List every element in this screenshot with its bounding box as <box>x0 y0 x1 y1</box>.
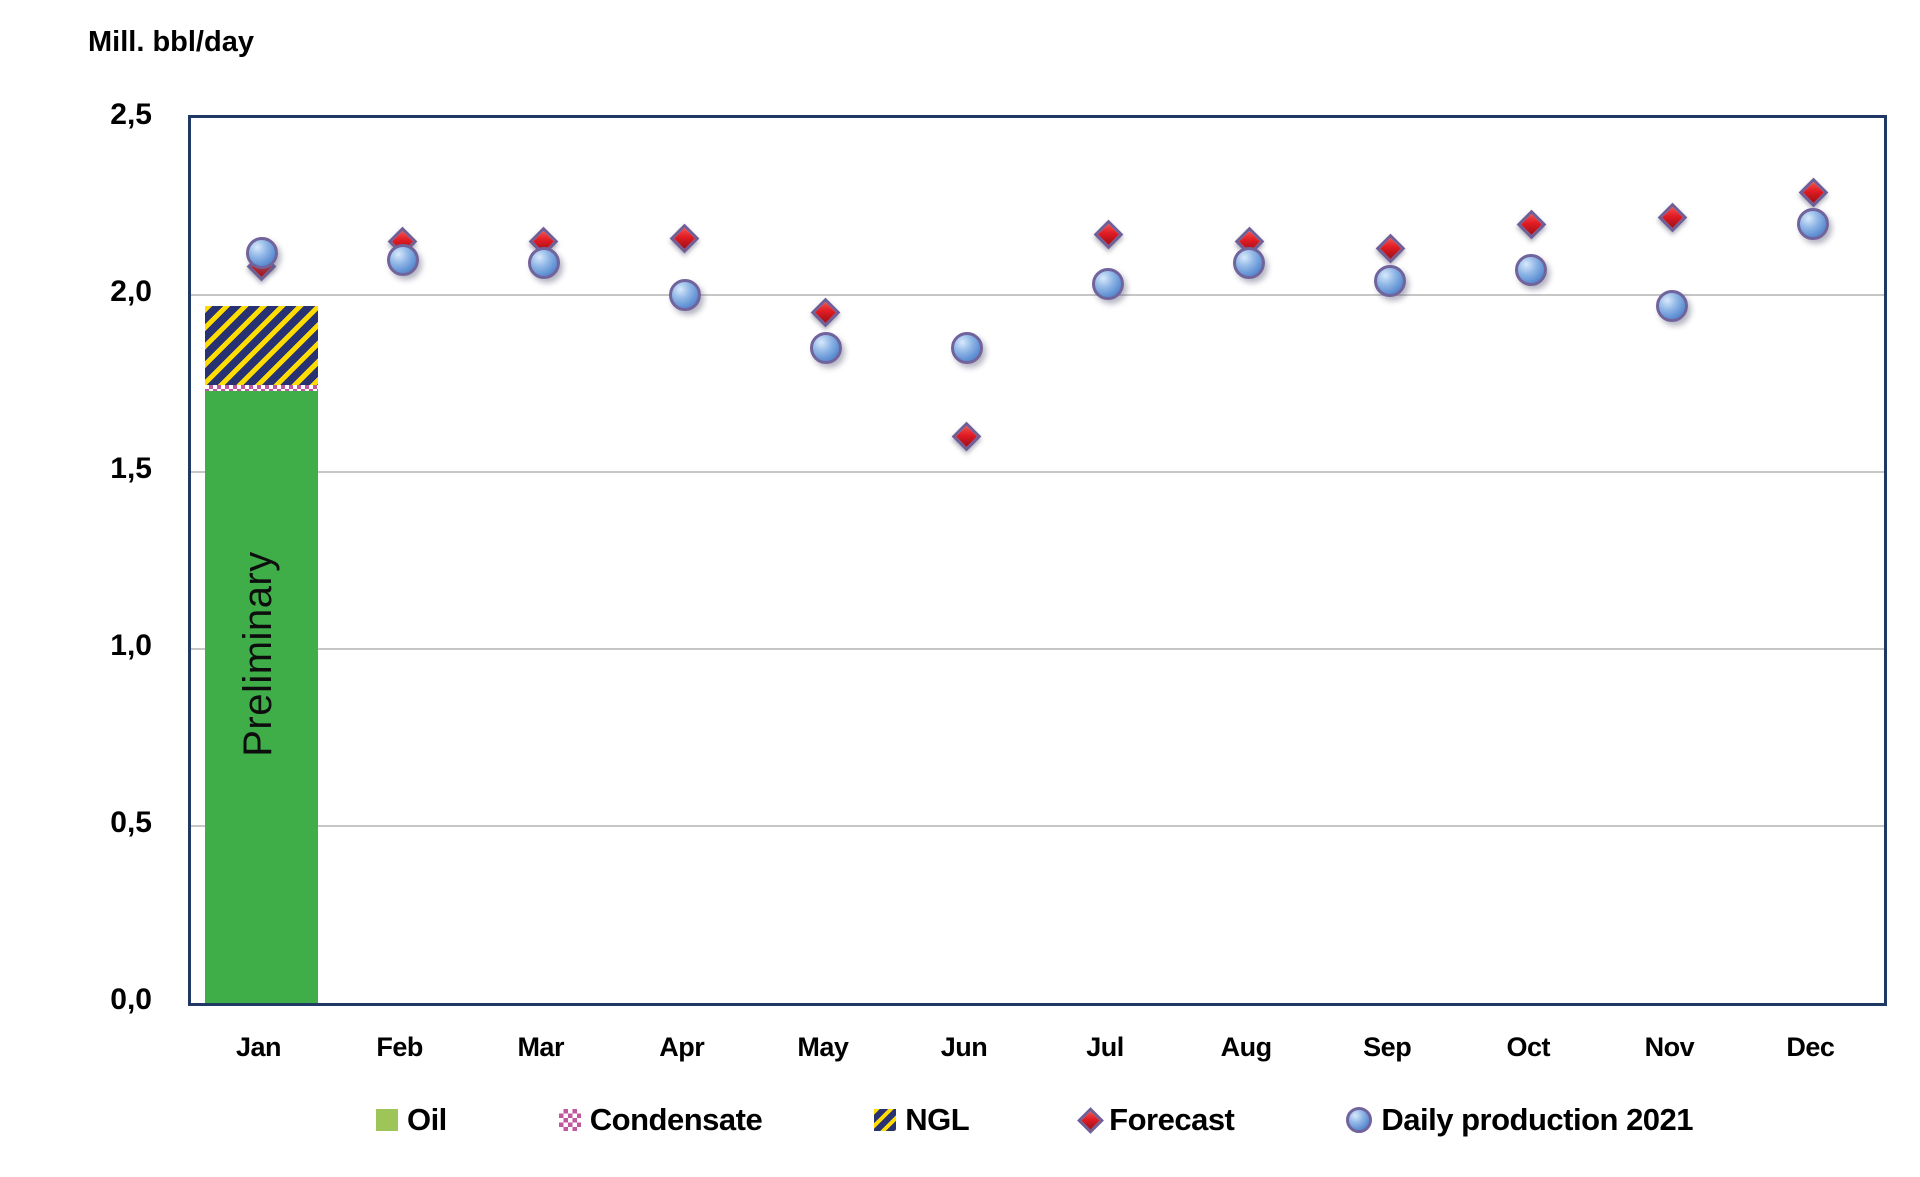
x-tick-label: Oct <box>1506 1032 1551 1062</box>
x-tick-label: Mar <box>517 1032 564 1062</box>
daily-production-marker <box>1656 289 1689 322</box>
daily-production-marker <box>1233 247 1266 280</box>
daily-production-marker <box>950 332 983 365</box>
legend-oil-icon <box>375 1109 398 1131</box>
gridline <box>191 471 1884 473</box>
x-tick-label: Aug <box>1220 1032 1272 1062</box>
legend-ngl-icon <box>874 1109 897 1131</box>
chart-legend: Oil Condensate NGL Forecast Daily production… <box>188 1094 1881 1146</box>
legend-item-condensate: Condensate <box>558 1102 763 1138</box>
y-tick-label: 1,5 <box>110 452 152 485</box>
x-tick-label: Feb <box>376 1032 423 1062</box>
daily-production-marker <box>1092 268 1125 301</box>
legend-label: Oil <box>406 1102 447 1137</box>
daily-production-marker <box>1797 208 1830 241</box>
daily-production-marker <box>809 332 842 365</box>
daily-production-marker <box>386 243 419 276</box>
daily-production-marker <box>668 279 701 311</box>
bar-segment-oil <box>205 390 319 1003</box>
forecast-marker <box>669 223 700 254</box>
gridline <box>191 648 1884 650</box>
legend-label: Forecast <box>1109 1102 1235 1137</box>
legend-item-ngl: NGL <box>874 1102 970 1138</box>
forecast-marker <box>1798 177 1829 208</box>
x-tick-label: Jul <box>1086 1032 1124 1062</box>
y-tick-label: 0,0 <box>110 983 152 1016</box>
forecast-marker <box>1657 202 1688 232</box>
y-tick-label: 2,5 <box>110 98 152 131</box>
legend-label: Condensate <box>589 1102 763 1137</box>
forecast-marker <box>1516 209 1547 240</box>
legend-cond-icon <box>558 1109 581 1131</box>
bar-segment-condensate <box>205 385 319 391</box>
y-tick-label: 2,0 <box>110 275 152 308</box>
x-tick-label: Jun <box>940 1032 988 1062</box>
x-tick-label: Nov <box>1644 1032 1695 1062</box>
forecast-marker <box>952 421 982 452</box>
plot-area: Preliminary <box>188 115 1887 1006</box>
legend-item-daily-production-2021: Daily production 2021 <box>1346 1102 1694 1138</box>
daily-production-marker <box>1374 264 1407 297</box>
y-tick-label: 0,5 <box>110 806 152 839</box>
legend-label: Daily production 2021 <box>1381 1102 1694 1137</box>
forecast-marker <box>811 297 841 328</box>
y-axis-title: Mill. bbl/day <box>88 26 254 58</box>
x-tick-label: Jan <box>236 1032 282 1062</box>
preliminary-annotation: Preliminary <box>235 551 280 758</box>
legend-item-forecast: Forecast <box>1077 1102 1235 1138</box>
x-tick-label: Dec <box>1786 1032 1835 1062</box>
daily-production-marker <box>527 247 560 280</box>
forecast-marker <box>1375 234 1406 264</box>
x-tick-label: Sep <box>1363 1032 1412 1062</box>
x-tick-label: May <box>797 1032 849 1062</box>
legend-circle-icon <box>1346 1107 1373 1133</box>
gridline <box>191 825 1884 827</box>
x-tick-label: Apr <box>659 1032 705 1062</box>
legend-item-oil: Oil <box>375 1102 447 1138</box>
legend-label: NGL <box>905 1102 970 1137</box>
daily-production-marker <box>245 236 278 269</box>
daily-production-marker <box>1515 254 1548 287</box>
y-tick-label: 1,0 <box>110 629 152 662</box>
legend-diamond-icon <box>1077 1106 1105 1134</box>
forecast-marker <box>1093 219 1123 250</box>
bar-segment-ngl <box>205 305 319 386</box>
gridline <box>191 294 1884 296</box>
